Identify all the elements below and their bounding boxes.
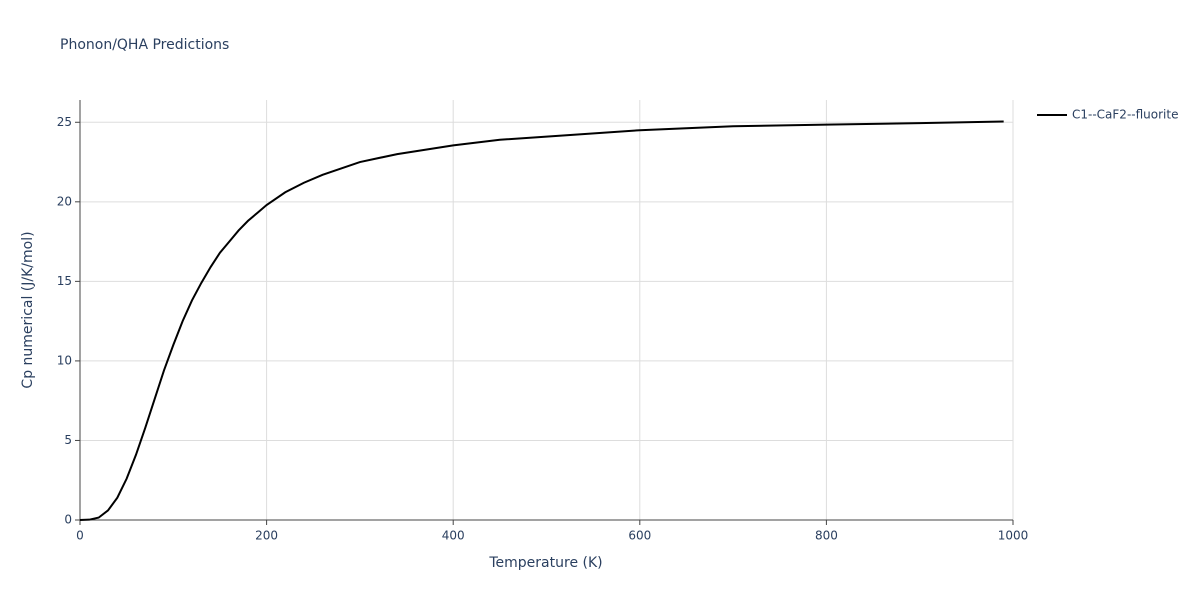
line (79, 120, 1004, 521)
x-tick-label: 800 (815, 529, 838, 543)
y-tick-label: 10 (57, 353, 72, 367)
y-axis-title: Cp numerical (J/K/mol) (20, 231, 36, 388)
x-tick-label: 200 (255, 529, 278, 543)
y-tick-label: 25 (57, 115, 72, 129)
y-tick-label: 0 (64, 513, 72, 527)
x-tick-label: 400 (442, 529, 465, 543)
y-tick-label: 20 (57, 194, 72, 208)
legend-label: C1--CaF2--fluorite (1072, 108, 1178, 122)
x-tick-label: 0 (76, 529, 84, 543)
y-tick-label: 15 (57, 274, 72, 288)
x-tick-label: 600 (628, 529, 651, 543)
x-axis-title: Temperature (K) (488, 555, 602, 571)
chart-title: Phonon/QHA Predictions (60, 37, 229, 53)
x-tick-label: 1000 (998, 529, 1029, 543)
y-tick-label: 5 (64, 433, 72, 447)
